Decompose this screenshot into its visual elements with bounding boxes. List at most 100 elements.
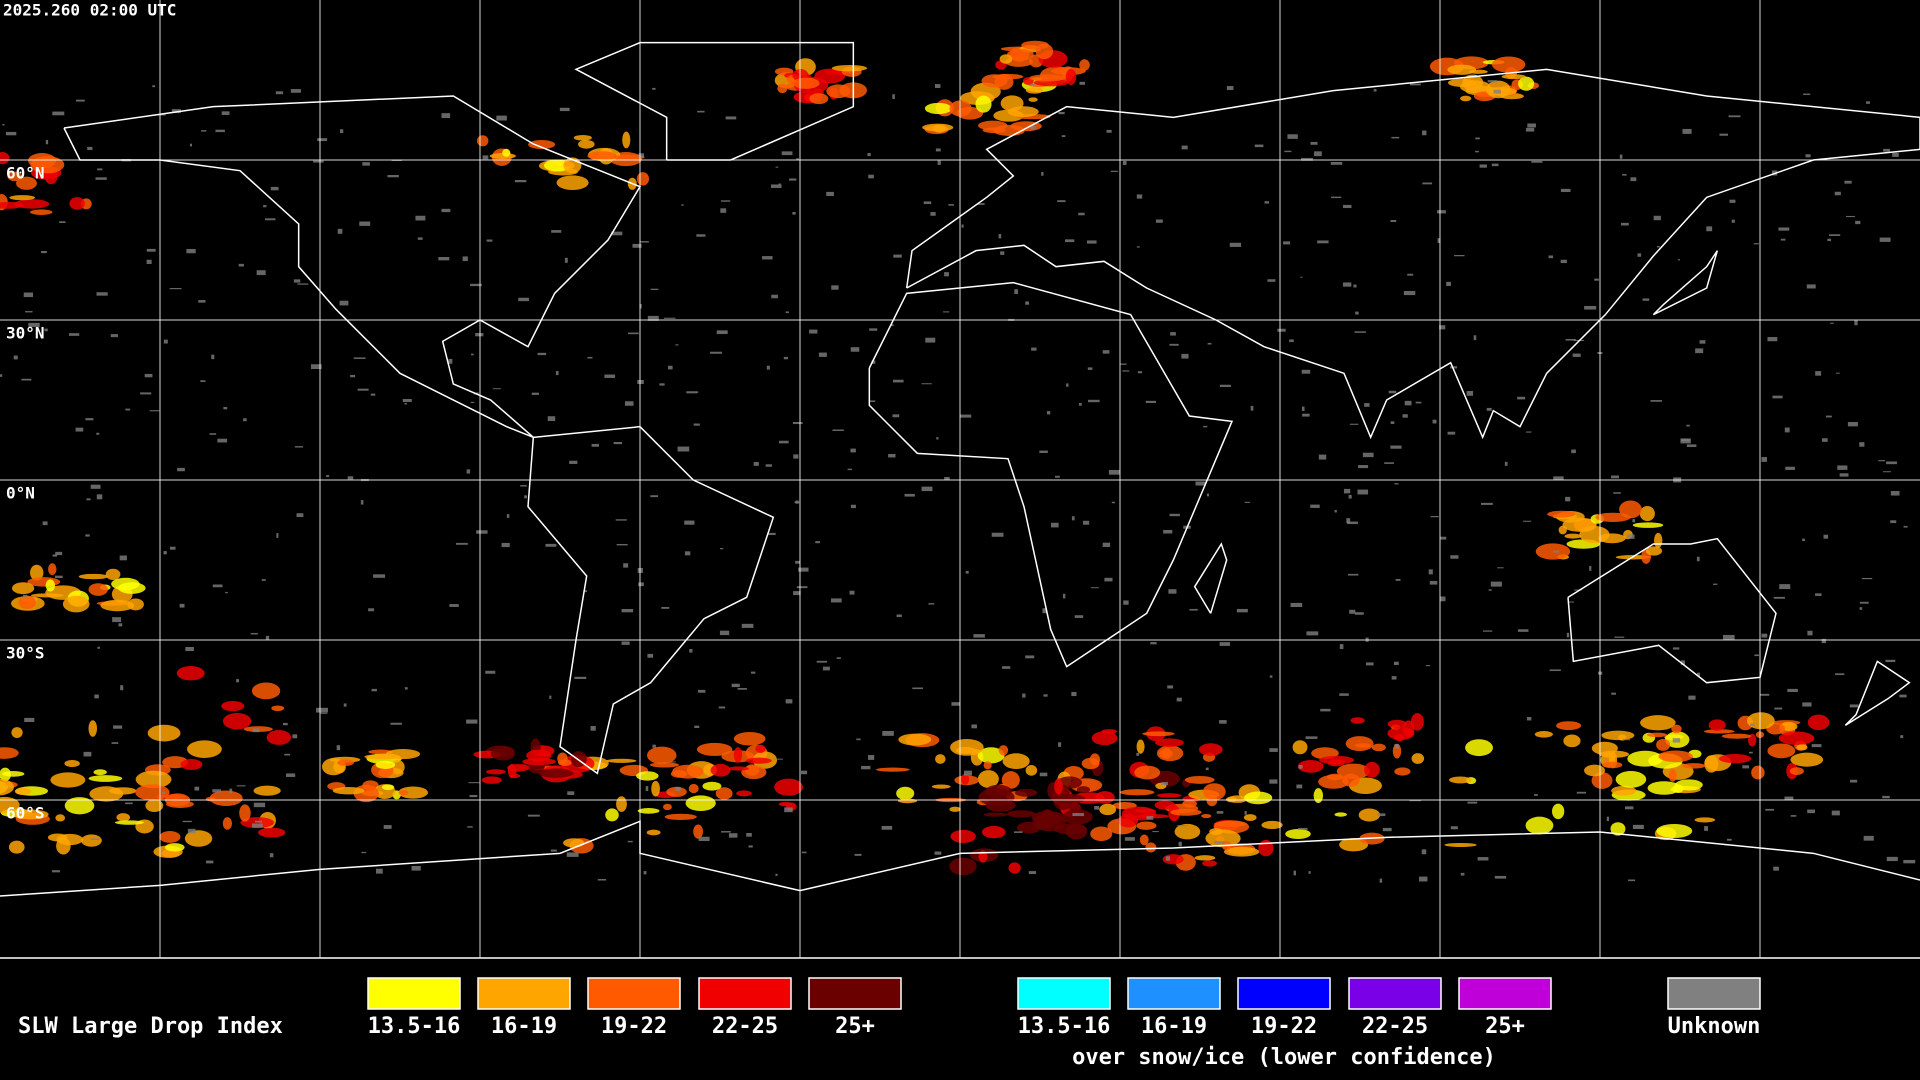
unknown-speck [1713, 583, 1718, 585]
unknown-speck [229, 788, 233, 794]
unknown-speck [296, 513, 304, 518]
unknown-speck [1422, 182, 1433, 185]
unknown-speck [506, 514, 510, 518]
cloud-patch [1202, 783, 1226, 801]
unknown-speck [590, 726, 596, 731]
unknown-speck [449, 604, 459, 607]
unknown-speck [120, 685, 124, 691]
unknown-speck [1296, 784, 1303, 789]
cloud-patch [88, 720, 98, 737]
unknown-speck [1836, 372, 1840, 374]
unknown-speck [1390, 445, 1402, 449]
unknown-speck [684, 520, 695, 525]
unknown-speck [251, 823, 263, 828]
cloud-patch [733, 747, 743, 763]
unknown-speck [376, 868, 383, 874]
unknown-speck [1320, 708, 1331, 712]
unknown-speck [467, 826, 473, 828]
unknown-speck [1829, 234, 1841, 237]
unknown-speck [1377, 813, 1386, 817]
unknown-speck [663, 317, 676, 319]
unknown-speck [347, 476, 354, 480]
unknown-speck [343, 703, 347, 707]
cloud-patch [1008, 862, 1021, 874]
cloud-patch [1170, 808, 1202, 816]
cloud-patch [949, 100, 972, 117]
unknown-speck [373, 574, 386, 578]
unknown-speck [194, 786, 200, 791]
unknown-speck [1364, 403, 1370, 407]
unknown-speck [1086, 240, 1097, 244]
unknown-speck [652, 744, 656, 748]
coastline [1844, 660, 1911, 726]
unknown-speck [1565, 496, 1571, 502]
cloud-patch [809, 93, 829, 105]
unknown-speck [96, 432, 100, 435]
unknown-speck [75, 427, 84, 432]
cloud-patch [774, 778, 804, 796]
coastline [905, 68, 1920, 440]
unknown-speck [1704, 826, 1709, 831]
unknown-speck [1078, 402, 1082, 406]
unknown-speck [223, 406, 228, 410]
cloud-patch [1602, 761, 1623, 769]
cloud-patch [205, 796, 216, 802]
unknown-speck [215, 129, 225, 133]
cloud-patch [931, 784, 951, 789]
unknown-speck [1653, 215, 1661, 221]
unknown-speck [1314, 151, 1322, 157]
unknown-speck [1283, 241, 1291, 245]
unknown-speck [171, 109, 181, 114]
unknown-speck [716, 330, 728, 335]
unknown-speck [748, 845, 753, 848]
unknown-speck [1168, 589, 1177, 594]
unknown-speck [566, 852, 579, 857]
unknown-speck [1706, 226, 1713, 232]
cloud-patch [1028, 97, 1038, 102]
unknown-speck [1428, 569, 1433, 575]
unknown-speck [893, 254, 902, 258]
unknown-speck [1642, 298, 1650, 301]
cloud-patch [56, 837, 71, 855]
unknown-speck [85, 418, 94, 421]
unknown-speck [1571, 449, 1576, 454]
cloud-patch [558, 759, 572, 767]
unknown-speck [766, 365, 770, 370]
unknown-speck [23, 292, 34, 298]
cloud-patch [932, 124, 947, 133]
cloud-patch [30, 209, 53, 215]
unknown-speck [1395, 578, 1401, 581]
unknown-speck [785, 699, 793, 704]
cloud-patch [222, 817, 233, 830]
cloud-patch [1387, 719, 1407, 729]
unknown-speck [1890, 490, 1900, 496]
unknown-speck [1672, 647, 1680, 650]
unknown-speck [549, 695, 552, 699]
latitude-label: 0°N [6, 484, 35, 503]
unknown-speck [896, 614, 902, 618]
unknown-speck [177, 467, 185, 472]
unknown-speck [1422, 130, 1427, 136]
unknown-speck [912, 687, 924, 690]
cloud-patch [239, 804, 251, 822]
unknown-speck [1859, 442, 1865, 447]
unknown-speck [1330, 161, 1343, 165]
unknown-speck [1189, 608, 1198, 611]
cloud-patch [1134, 765, 1161, 780]
unknown-speck [1343, 488, 1351, 494]
unknown-speck [514, 179, 527, 183]
unknown-speck [189, 143, 193, 147]
unknown-speck [647, 653, 654, 658]
unknown-speck [936, 437, 939, 440]
unknown-speck [1682, 128, 1692, 134]
unknown-speck [1165, 856, 1171, 861]
legend-caption: over snow/ice (lower confidence) [1072, 1045, 1496, 1070]
unknown-speck [661, 606, 670, 609]
coastline [868, 281, 1234, 668]
legend: SLW Large Drop Index 13.5-16 16-19 19-22 22-… [18, 977, 1761, 1070]
unknown-speck [390, 722, 402, 725]
unknown-speck [1298, 827, 1308, 830]
unknown-speck [42, 521, 48, 526]
cloud-patch [578, 139, 595, 149]
